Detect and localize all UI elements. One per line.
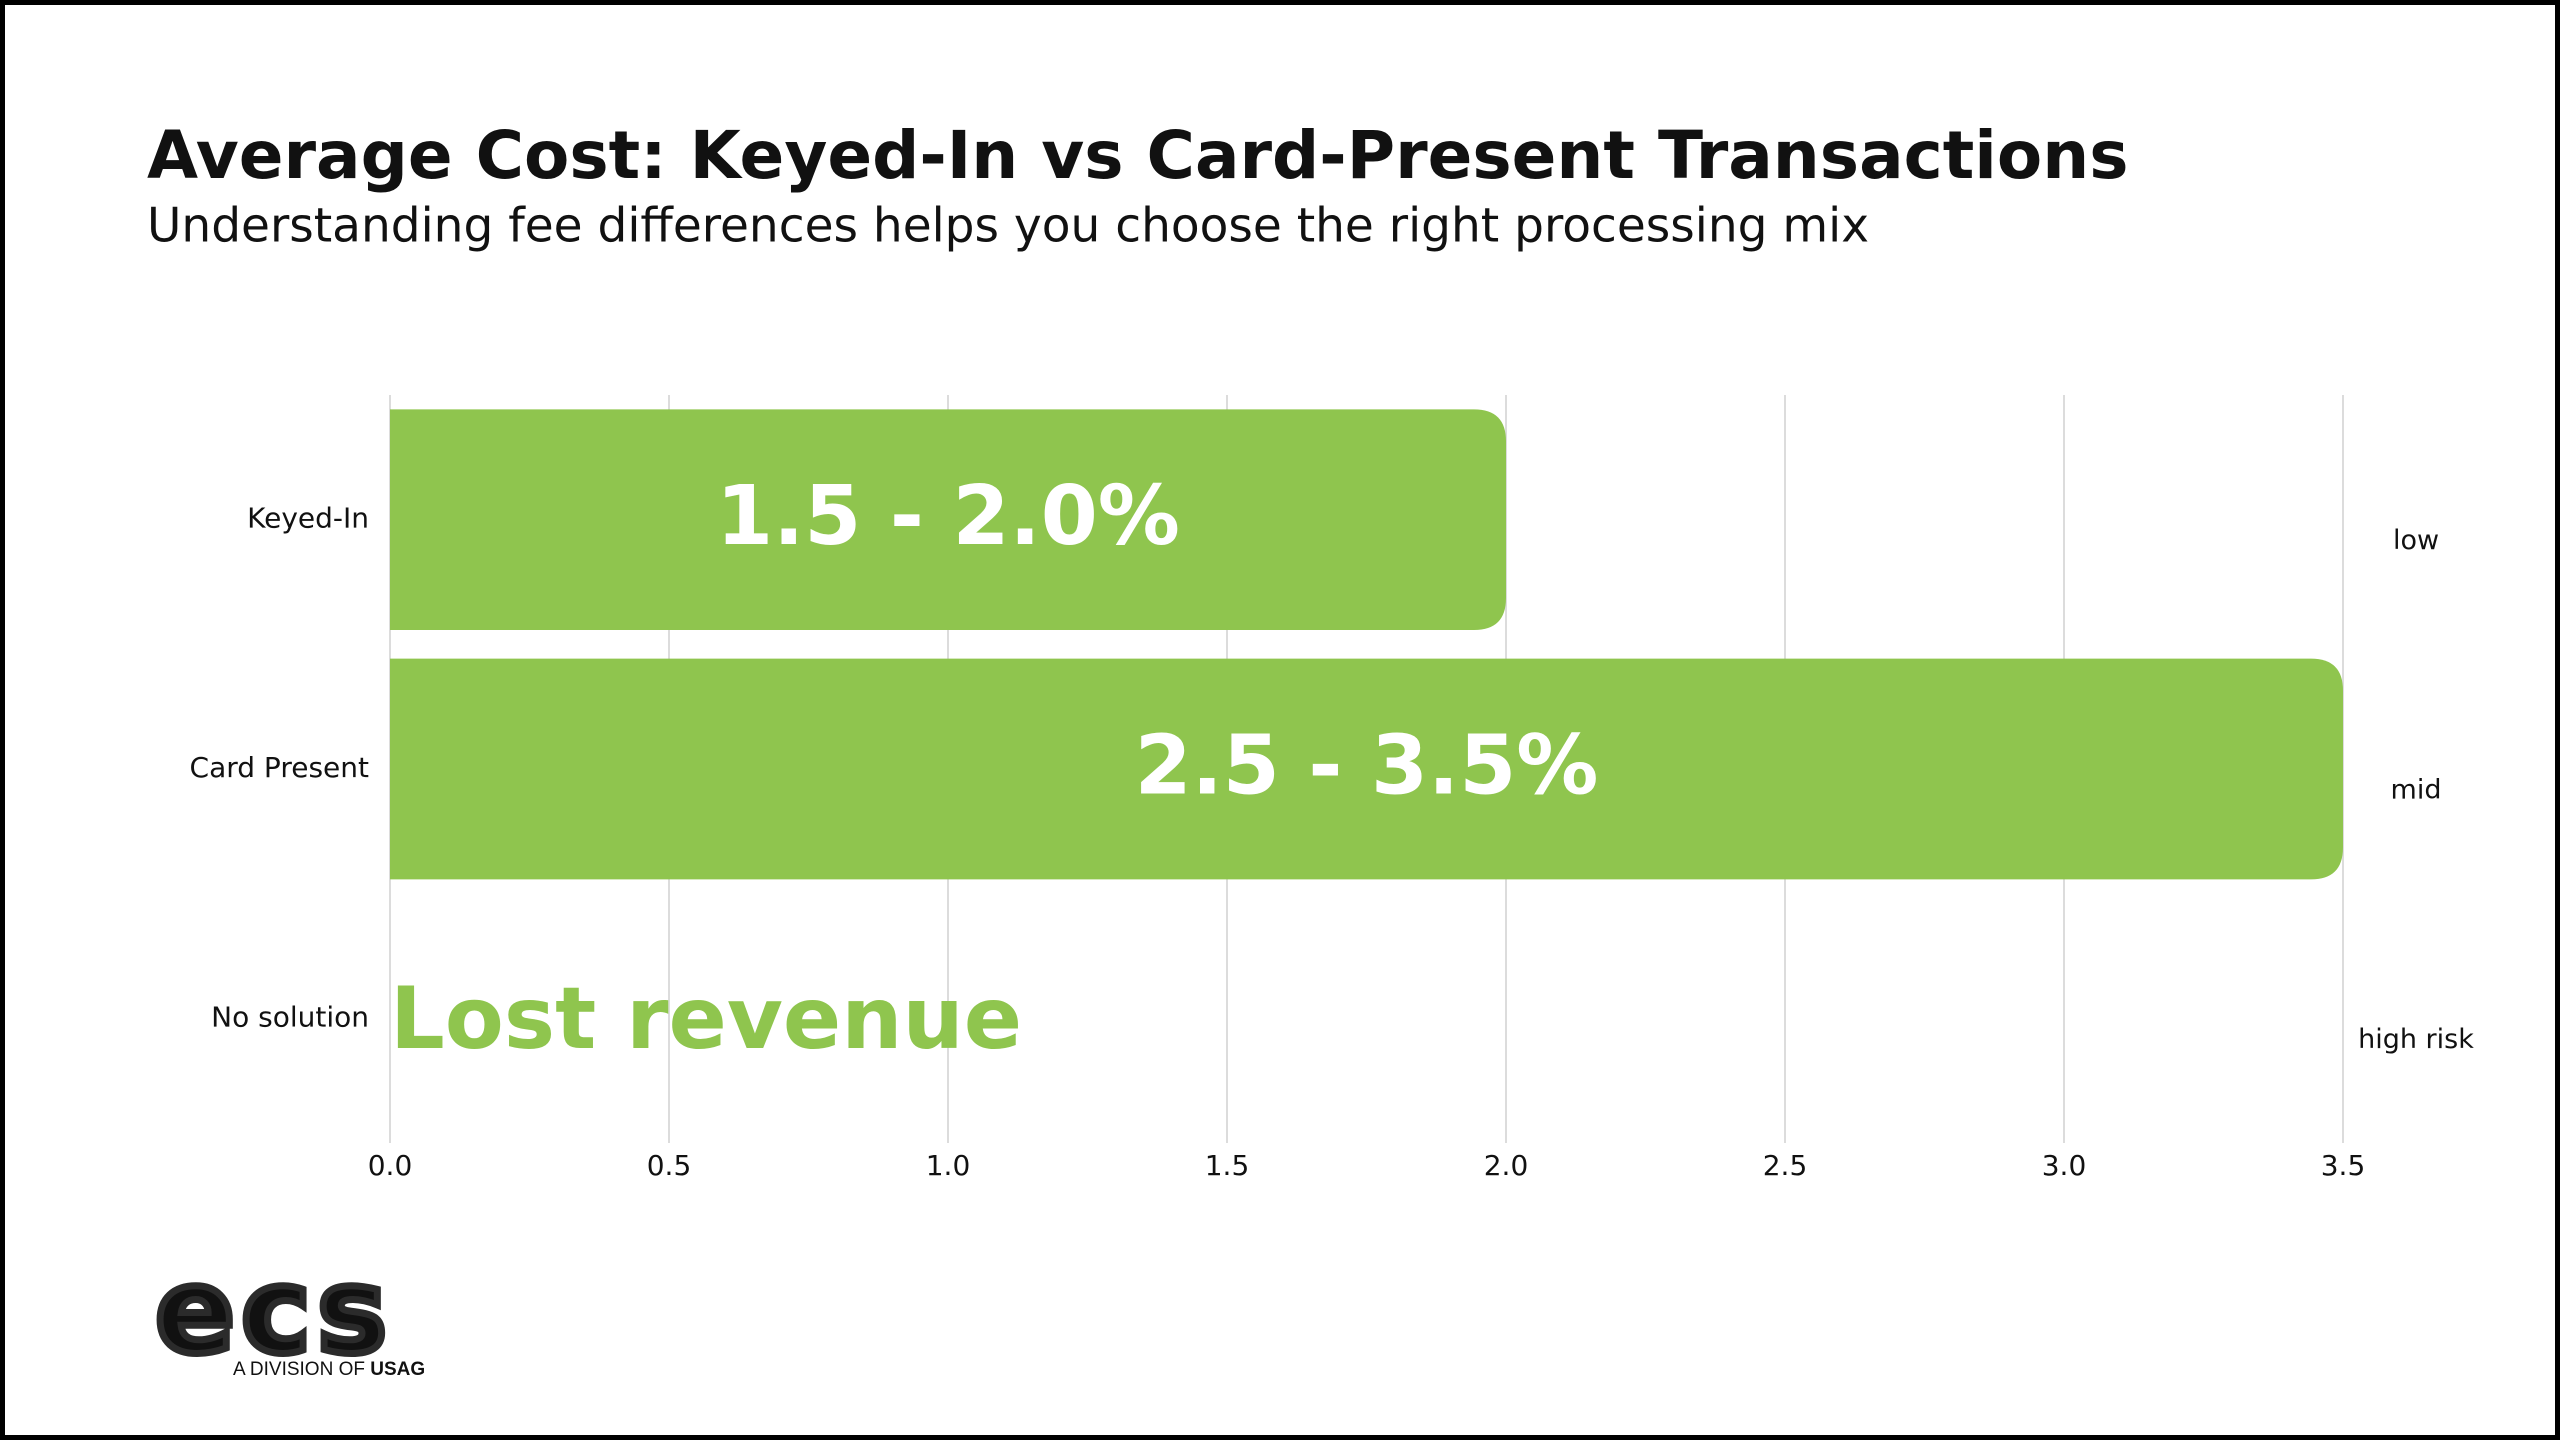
y-tick-label: Card Present xyxy=(190,751,369,784)
chart-subtitle: Understanding fee differences helps you … xyxy=(147,199,1869,254)
value-label: 2.5 - 3.5% xyxy=(1135,718,1599,813)
x-tick-label: 3.0 xyxy=(2042,1149,2087,1182)
risk-label: high risk xyxy=(2358,1024,2474,1055)
y-tick-label: Keyed-In xyxy=(247,502,369,535)
x-tick-label: 2.0 xyxy=(1484,1149,1529,1182)
risk-label: mid xyxy=(2391,775,2442,806)
value-label: 1.5 - 2.0% xyxy=(716,469,1180,564)
logo-mark: ecs xyxy=(155,1242,393,1380)
bar xyxy=(390,658,2343,880)
value-label: Lost revenue xyxy=(390,969,1022,1069)
logo-brand: USAG xyxy=(370,1359,425,1380)
x-tick-label: 1.5 xyxy=(1205,1149,1250,1182)
plot-area: 0.0 0.5 1.0 1.5 2.0 2.5 3.0 3.5 Keyed-In 1.5 - 2.… xyxy=(190,395,2474,1182)
x-tick-label: 1.0 xyxy=(926,1149,971,1182)
chart-title: Average Cost: Keyed-In vs Card-Present T… xyxy=(147,117,2129,194)
y-tick-label: No solution xyxy=(211,1000,369,1033)
x-tick-label: 3.5 xyxy=(2321,1149,2366,1182)
x-tick-label: 0.0 xyxy=(368,1149,413,1182)
risk-label: low xyxy=(2393,525,2439,556)
bar xyxy=(390,409,1506,630)
logo-tagline: A DIVISION OF USAG xyxy=(233,1359,425,1380)
x-tick-label: 0.5 xyxy=(647,1149,692,1182)
logo-tagline-text: A DIVISION OF xyxy=(233,1359,365,1380)
x-tick-label: 2.5 xyxy=(1763,1149,1808,1182)
